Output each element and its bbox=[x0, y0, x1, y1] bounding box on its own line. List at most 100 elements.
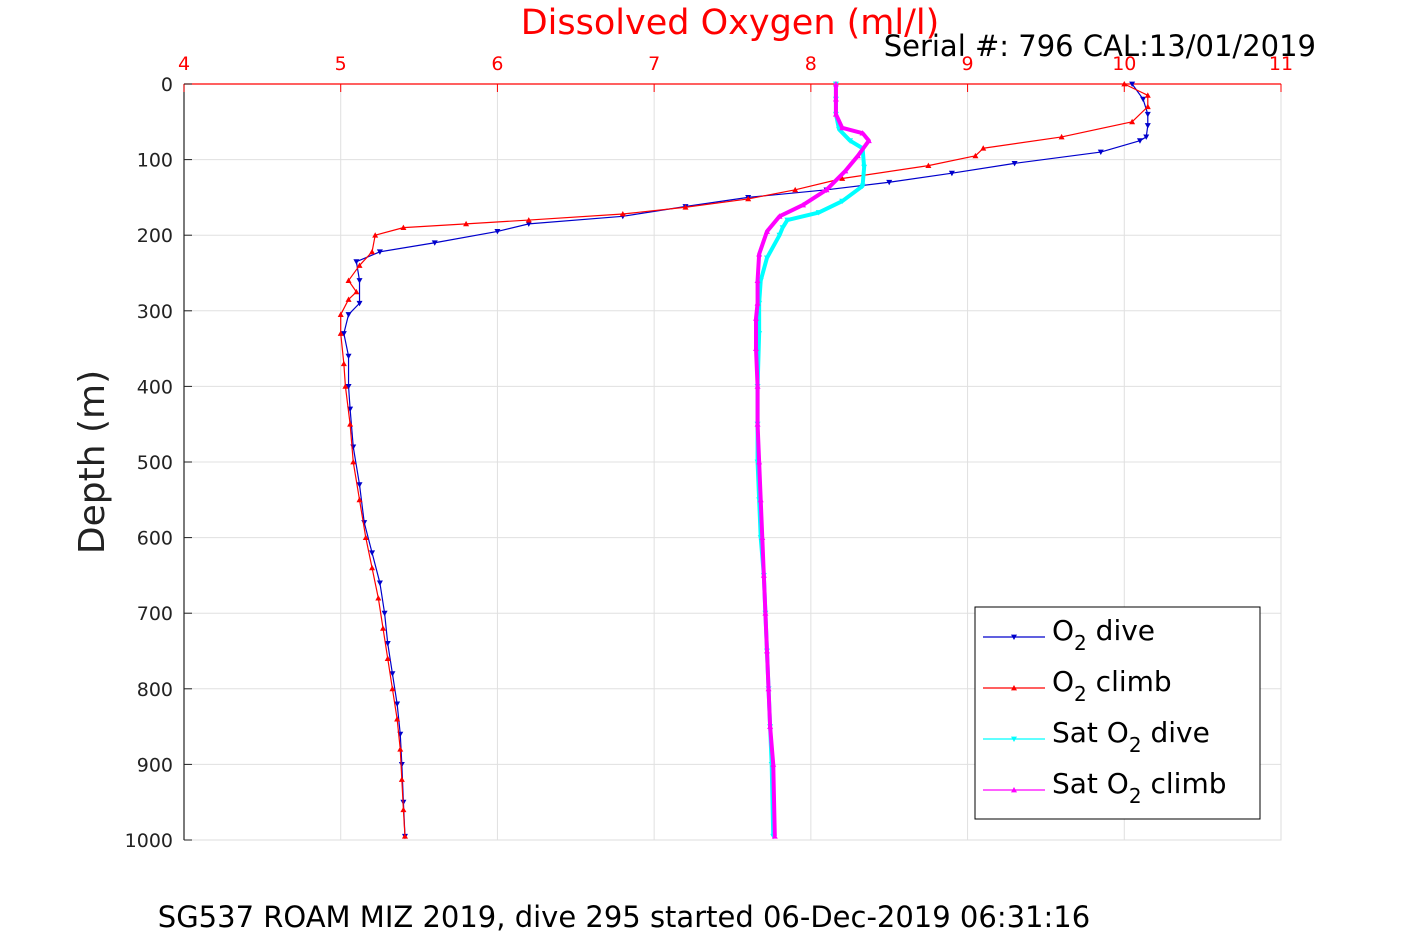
data-point bbox=[767, 723, 774, 729]
legend-entry: Sat O2 dive bbox=[983, 716, 1210, 757]
data-point bbox=[886, 179, 893, 186]
data-point bbox=[847, 138, 854, 144]
data-point bbox=[948, 170, 955, 177]
data-point bbox=[770, 761, 777, 767]
y-tick-label: 900 bbox=[137, 754, 173, 776]
y-tick-label: 800 bbox=[137, 679, 173, 701]
data-point bbox=[381, 610, 388, 617]
data-point bbox=[854, 152, 861, 159]
data-point bbox=[337, 330, 344, 336]
data-point bbox=[682, 204, 689, 210]
data-point bbox=[753, 315, 760, 321]
data-point bbox=[757, 496, 764, 503]
data-point bbox=[1097, 149, 1104, 156]
data-point bbox=[823, 186, 830, 193]
data-point bbox=[340, 331, 347, 337]
chart-subtitle: Serial #: 796 CAL:13/01/2019 bbox=[884, 29, 1316, 63]
legend-label: O2 dive bbox=[1052, 614, 1155, 655]
data-point bbox=[400, 806, 407, 813]
data-point bbox=[345, 312, 352, 318]
data-point bbox=[398, 762, 405, 768]
legend-label: Sat O2 dive bbox=[1052, 716, 1210, 757]
data-point bbox=[754, 277, 761, 283]
y-tick-label: 0 bbox=[161, 74, 173, 96]
x-tick-label: 5 bbox=[335, 53, 347, 75]
data-point bbox=[356, 262, 363, 268]
data-point bbox=[815, 210, 822, 216]
data-point bbox=[356, 496, 363, 503]
data-point bbox=[925, 162, 932, 169]
data-point bbox=[375, 595, 382, 601]
data-point bbox=[389, 685, 396, 692]
data-point bbox=[754, 383, 761, 389]
data-point bbox=[350, 459, 357, 465]
data-point bbox=[771, 833, 778, 839]
x-tick-label: 9 bbox=[962, 53, 974, 75]
data-point bbox=[859, 183, 866, 190]
data-point bbox=[372, 232, 379, 238]
data-point bbox=[362, 534, 369, 540]
data-point bbox=[376, 249, 383, 255]
data-point bbox=[619, 211, 626, 217]
data-point bbox=[347, 421, 354, 427]
data-point bbox=[832, 81, 839, 87]
data-point bbox=[980, 145, 987, 151]
legend-entry: O2 dive bbox=[983, 614, 1155, 655]
legend-marker bbox=[1011, 787, 1017, 793]
data-point bbox=[754, 300, 761, 306]
data-point bbox=[1011, 160, 1018, 167]
data-point bbox=[356, 482, 363, 488]
data-point bbox=[865, 137, 872, 144]
y-tick-label: 100 bbox=[137, 150, 173, 172]
series-line bbox=[340, 83, 1149, 837]
data-point bbox=[776, 232, 783, 239]
x-tick-label: 7 bbox=[648, 53, 660, 75]
data-point bbox=[463, 220, 470, 227]
y-axis-label: Depth (m) bbox=[72, 370, 113, 554]
data-point bbox=[394, 716, 401, 722]
data-point bbox=[1129, 81, 1136, 87]
data-point bbox=[754, 421, 761, 427]
data-point bbox=[431, 240, 438, 246]
data-point bbox=[525, 221, 532, 227]
data-point bbox=[356, 278, 363, 284]
legend-label: O2 climb bbox=[1052, 665, 1172, 706]
data-point bbox=[763, 228, 770, 234]
x-tick-label: 10 bbox=[1112, 53, 1136, 75]
data-point bbox=[792, 186, 799, 193]
data-point bbox=[380, 625, 387, 631]
y-tick-label: 1000 bbox=[125, 830, 173, 852]
legend-marker bbox=[1011, 736, 1017, 742]
data-point bbox=[756, 459, 763, 465]
data-point bbox=[1136, 138, 1143, 144]
data-point bbox=[345, 353, 352, 360]
series-o-climb bbox=[337, 81, 1151, 839]
data-point bbox=[337, 311, 344, 317]
data-point bbox=[779, 225, 786, 231]
data-point bbox=[762, 610, 769, 616]
data-point bbox=[972, 152, 979, 159]
axis-ticks: 4 5 6 7 8 9 10 11 0 100 200 300 400 500 600 700 800 900 10… bbox=[125, 53, 1293, 852]
data-point bbox=[861, 164, 868, 171]
chart-title: Dissolved Oxygen (ml/l) bbox=[521, 3, 940, 43]
data-point bbox=[784, 217, 791, 224]
data-point bbox=[353, 259, 360, 265]
data-point bbox=[765, 685, 772, 692]
data-point bbox=[376, 580, 383, 586]
data-point bbox=[1144, 111, 1151, 118]
data-point bbox=[398, 776, 405, 782]
legend: O2 dive O2 climb Sat O2 dive Sat O2 climb bbox=[974, 606, 1261, 820]
data-point bbox=[832, 96, 839, 102]
data-point bbox=[745, 195, 752, 202]
data-point bbox=[859, 130, 866, 136]
data-point bbox=[394, 701, 401, 707]
legend-entry: Sat O2 climb bbox=[983, 767, 1227, 808]
data-point bbox=[1140, 96, 1147, 103]
data-point bbox=[384, 641, 391, 647]
data-point bbox=[356, 300, 363, 307]
legend-marker bbox=[1011, 634, 1017, 640]
data-point bbox=[369, 550, 376, 556]
x-tick-label: 4 bbox=[178, 53, 190, 75]
data-point bbox=[832, 111, 839, 117]
data-point bbox=[839, 198, 846, 205]
